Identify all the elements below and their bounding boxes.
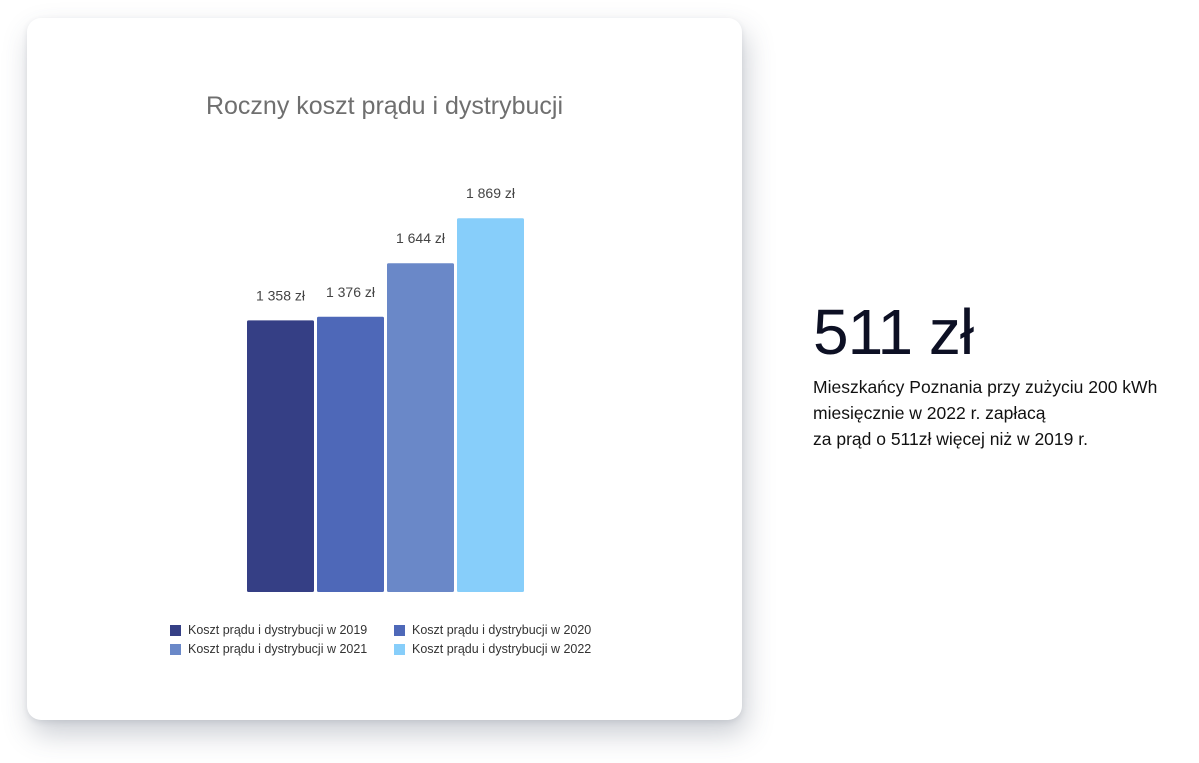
stat-description-line: miesięcznie w 2022 r. zapłacą	[813, 403, 1046, 423]
bar-chart: 1 358 zł 1 376 zł 1 644 zł 1 869 zł	[247, 185, 524, 592]
legend-item-2021: Koszt prądu i dystrybucji w 2021	[170, 642, 394, 656]
legend-swatch	[394, 643, 405, 655]
stat-description: Mieszkańcy Poznania przy zużyciu 200 kWh…	[813, 374, 1199, 452]
chart-title: Roczny koszt prądu i dystrybucji	[205, 92, 564, 120]
legend-label: Koszt prądu i dystrybucji w 2022	[412, 642, 592, 656]
legend-swatch	[170, 624, 181, 636]
data-label-2019: 1 358 zł	[256, 287, 306, 303]
legend-label: Koszt prądu i dystrybucji w 2021	[188, 642, 368, 656]
data-label-2020: 1 376 zł	[326, 284, 376, 300]
stat-description-line: za prąd o 511zł więcej niż w 2019 r.	[813, 429, 1088, 449]
stat-callout: 511 zł Mieszkańcy Poznania przy zużyciu …	[813, 292, 1199, 452]
legend-item-2020: Koszt prądu i dystrybucji w 2020	[394, 623, 614, 637]
bar-2019	[247, 320, 314, 592]
bar-2022	[457, 218, 524, 592]
data-label-2022: 1 869 zł	[466, 185, 516, 201]
bar-2020	[317, 316, 384, 592]
data-label-2021: 1 644 zł	[396, 230, 446, 246]
chart-legend: Koszt prądu i dystrybucji w 2019 Koszt pr…	[170, 623, 630, 656]
chart-card: Roczny koszt prądu i dystrybucji 1 358 z…	[27, 18, 742, 720]
stat-value: 511 zł	[813, 296, 974, 368]
legend-label: Koszt prądu i dystrybucji w 2020	[412, 623, 592, 637]
legend-item-2022: Koszt prądu i dystrybucji w 2022	[394, 642, 614, 656]
legend-swatch	[394, 624, 405, 636]
legend-label: Koszt prądu i dystrybucji w 2019	[188, 623, 368, 637]
legend-item-2019: Koszt prądu i dystrybucji w 2019	[170, 623, 394, 637]
legend-swatch	[170, 643, 181, 655]
stat-description-line: Mieszkańcy Poznania przy zużyciu 200 kWh	[813, 377, 1158, 397]
bar-2021	[387, 263, 454, 592]
